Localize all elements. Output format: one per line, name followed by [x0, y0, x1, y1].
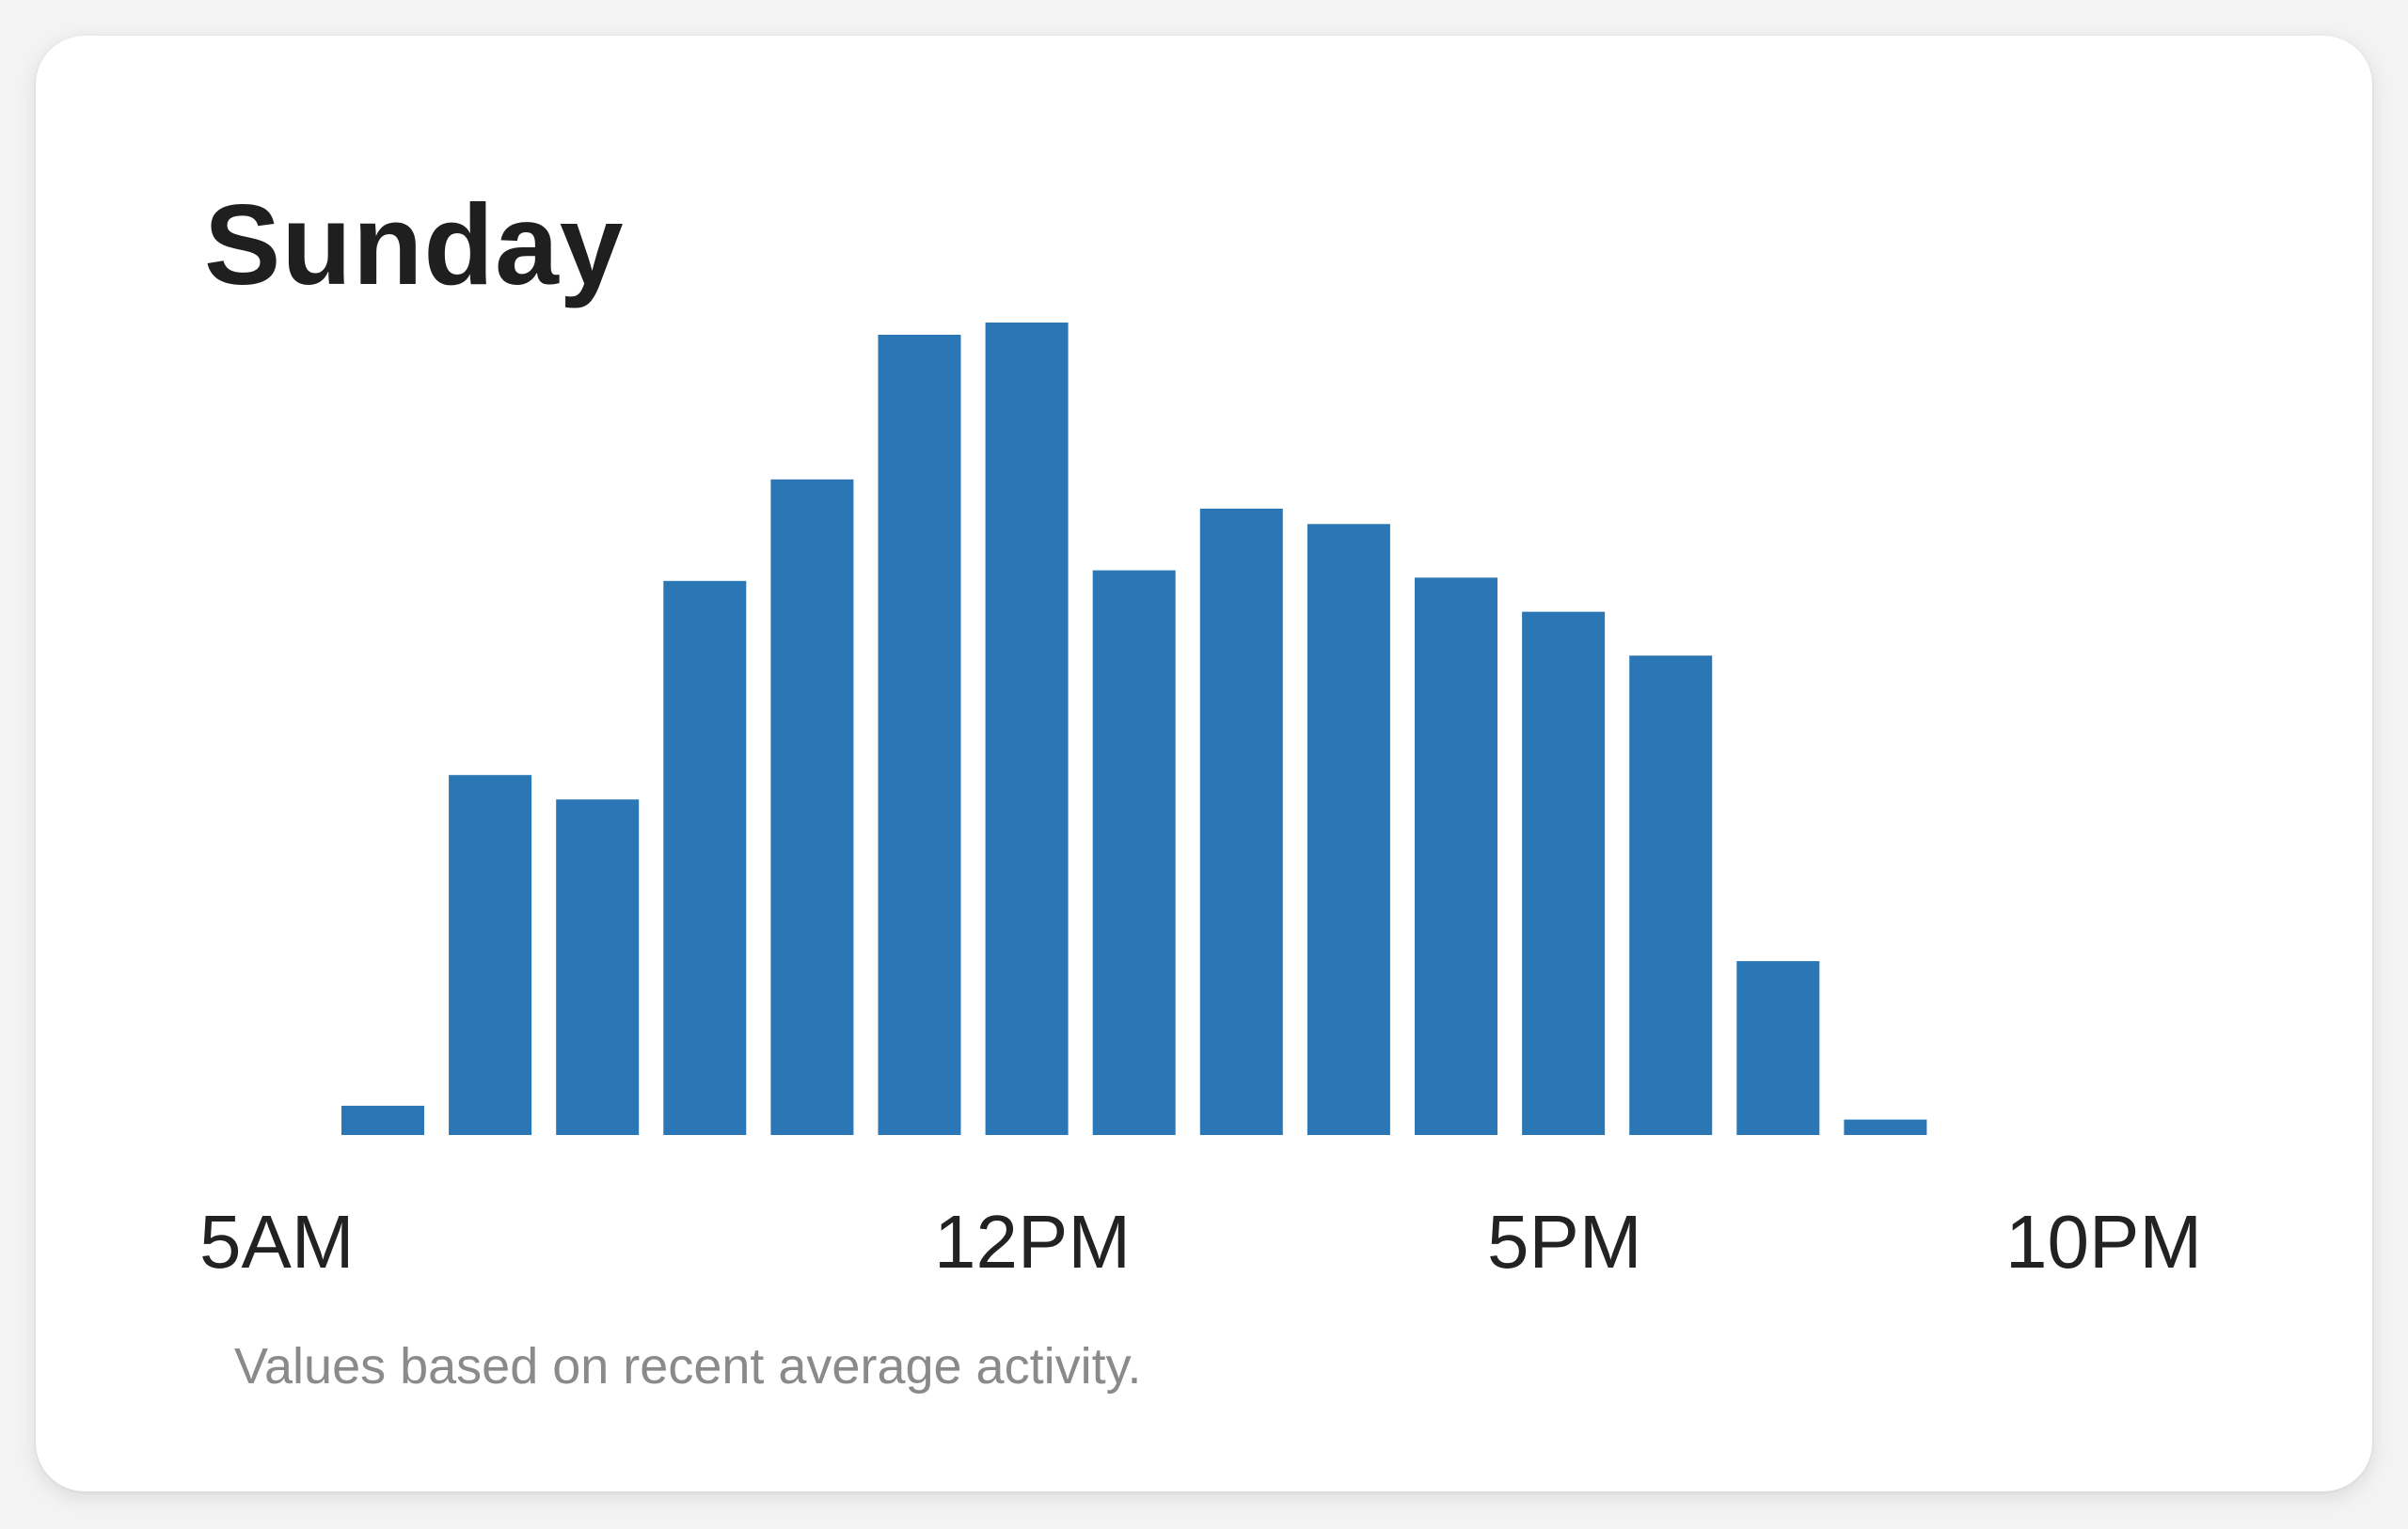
- x-tick-label: 10PM: [2005, 1200, 2202, 1284]
- x-tick-label: 5AM: [199, 1200, 355, 1284]
- bar-1pm: [1092, 570, 1176, 1135]
- chart-title: Sunday: [204, 181, 625, 308]
- bar-8am: [556, 799, 640, 1135]
- bars-group: [341, 323, 1927, 1135]
- bar-10am: [770, 479, 854, 1135]
- x-axis-ticks: 5AM 12PM 5PM 10PM: [199, 1200, 2202, 1284]
- bar-2pm: [1199, 508, 1283, 1135]
- bar-7am: [449, 775, 532, 1135]
- chart-footnote: Values based on recent average activity.: [234, 1338, 1142, 1395]
- x-tick-label: 12PM: [934, 1200, 1131, 1284]
- bar-9am: [663, 580, 747, 1135]
- bar-8pm: [1844, 1119, 1927, 1135]
- bar-7pm: [1736, 961, 1820, 1135]
- bar-6pm: [1629, 655, 1713, 1135]
- bar-12pm: [985, 323, 1069, 1135]
- bar-6am: [341, 1105, 424, 1135]
- x-tick-label: 5PM: [1487, 1200, 1642, 1284]
- bar-4pm: [1415, 577, 1497, 1135]
- bar-11am: [878, 335, 961, 1135]
- bar-5pm: [1522, 611, 1606, 1135]
- bar-3pm: [1307, 524, 1390, 1135]
